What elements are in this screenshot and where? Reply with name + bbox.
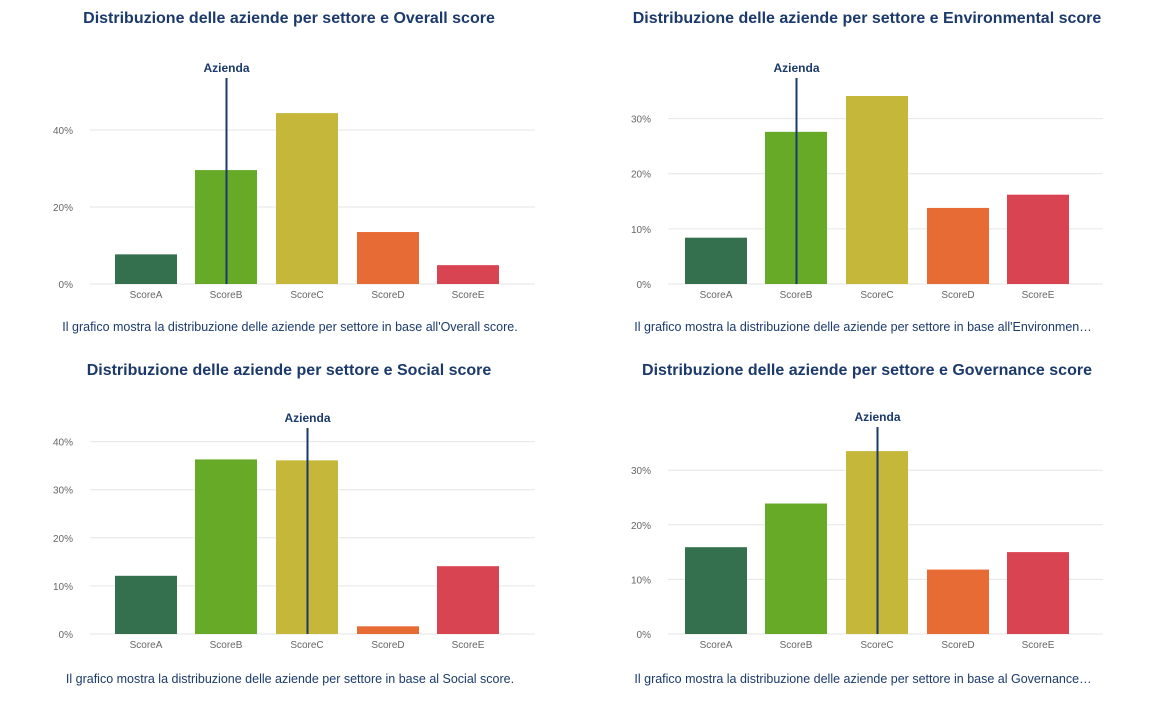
x-tick-label: ScoreB: [210, 290, 243, 301]
chart-title: Distribuzione delle aziende per settore …: [642, 362, 1092, 379]
bar-scorec: [846, 95, 908, 284]
company-marker-label: Azienda: [203, 61, 249, 75]
y-tick-label: 20%: [53, 534, 73, 545]
y-tick-label: 40%: [53, 126, 73, 137]
y-tick-label: 20%: [631, 170, 651, 181]
y-tick-label: 10%: [631, 575, 651, 586]
x-tick-label: ScoreC: [290, 640, 323, 651]
chart-overall-svg: 0% 20% 40% ScoreA ScoreB ScoreC ScoreD ScoreE Az…: [53, 61, 535, 301]
x-tick-label: ScoreE: [452, 640, 485, 651]
bar-scoreb: [765, 503, 827, 634]
y-tick-label: 30%: [631, 115, 651, 126]
bar-scorea: [115, 575, 177, 634]
bar-scoree: [1007, 552, 1069, 634]
bar-scored: [927, 207, 989, 284]
x-tick-label: ScoreA: [130, 640, 163, 651]
chart-caption: Il grafico mostra la distribuzione delle…: [634, 672, 1092, 686]
chart-title: Distribuzione delle aziende per settore …: [83, 10, 495, 27]
chart-governance-svg: 0% 10% 20% 30% ScoreA ScoreB ScoreC ScoreD Score…: [631, 410, 1103, 651]
x-tick-label: ScoreA: [700, 640, 733, 651]
chart-environmental-svg: 0% 10% 20% 30% ScoreA ScoreB ScoreC ScoreD Score…: [631, 61, 1103, 301]
chart-panel-social: Distribuzione delle aziende per settore …: [0, 352, 578, 704]
bar-scoreb: [195, 459, 257, 634]
x-tick-label: ScoreC: [290, 290, 323, 301]
x-tick-label: ScoreB: [780, 290, 813, 301]
y-tick-label: 0%: [637, 280, 652, 291]
y-tick-label: 0%: [59, 630, 74, 641]
y-tick-label: 30%: [631, 466, 651, 477]
bar-scored: [357, 626, 419, 634]
x-tick-label: ScoreA: [130, 290, 163, 301]
bar-scoree: [437, 265, 499, 284]
x-tick-label: ScoreE: [452, 290, 485, 301]
bar-scoree: [437, 566, 499, 634]
bar-scoree: [1007, 194, 1069, 284]
y-tick-label: 0%: [637, 630, 652, 641]
bar-scorea: [685, 547, 747, 634]
x-tick-label: ScoreA: [700, 290, 733, 301]
x-tick-label: ScoreD: [371, 290, 404, 301]
x-tick-label: ScoreD: [371, 640, 404, 651]
x-tick-label: ScoreC: [860, 640, 893, 651]
y-tick-label: 10%: [631, 225, 651, 236]
chart-caption: Il grafico mostra la distribuzione delle…: [65, 672, 515, 686]
y-tick-label: 10%: [53, 582, 73, 593]
chart-panel-governance: Distribuzione delle aziende per settore …: [578, 352, 1156, 704]
chart-caption: Il grafico mostra la distribuzione delle…: [634, 320, 1092, 334]
company-marker-label: Azienda: [773, 61, 819, 75]
y-tick-label: 30%: [53, 486, 73, 497]
chart-title: Distribuzione delle aziende per settore …: [632, 10, 1102, 27]
x-tick-label: ScoreD: [941, 640, 974, 651]
chart-title: Distribuzione delle aziende per settore …: [86, 362, 492, 379]
chart-social-svg: 0% 10% 20% 30% 40% ScoreA ScoreB ScoreC ScoreD Sc…: [53, 411, 535, 651]
y-tick-label: 20%: [53, 203, 73, 214]
y-tick-label: 0%: [59, 280, 74, 291]
bar-scored: [927, 569, 989, 634]
x-tick-label: ScoreB: [210, 640, 243, 651]
chart-panel-overall: Distribuzione delle aziende per settore …: [0, 0, 578, 352]
x-tick-label: ScoreC: [860, 290, 893, 301]
bar-scored: [357, 232, 419, 284]
x-tick-label: ScoreD: [941, 290, 974, 301]
bar-scorea: [115, 254, 177, 284]
chart-caption: Il grafico mostra la distribuzione delle…: [62, 320, 518, 334]
x-tick-label: ScoreE: [1022, 290, 1055, 301]
chart-panel-environmental: Distribuzione delle aziende per settore …: [578, 0, 1156, 352]
x-tick-label: ScoreE: [1022, 640, 1055, 651]
company-marker-label: Azienda: [854, 410, 900, 424]
y-tick-label: 40%: [53, 438, 73, 449]
y-tick-label: 20%: [631, 521, 651, 532]
x-tick-label: ScoreB: [780, 640, 813, 651]
company-marker-label: Azienda: [284, 411, 330, 425]
bar-scorea: [685, 237, 747, 284]
bar-scorec: [276, 113, 338, 284]
